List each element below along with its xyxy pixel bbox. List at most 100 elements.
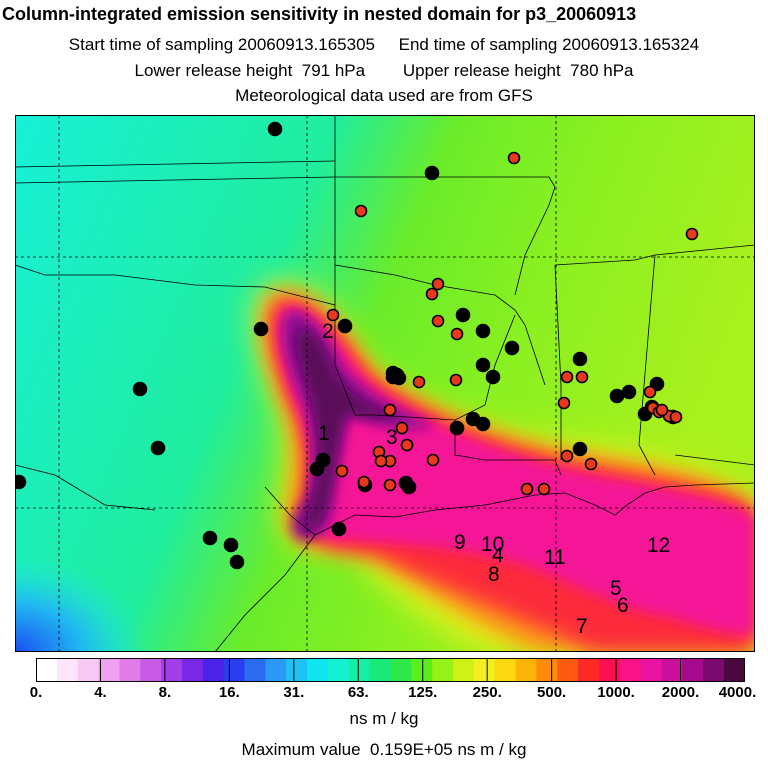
- colorbar-tick-label: 500.: [537, 684, 567, 701]
- colorbar-swatch: [536, 658, 558, 682]
- black-station-marker: [572, 351, 588, 367]
- colorbar-tick-label: 8.: [158, 684, 172, 701]
- colorbar: [36, 658, 745, 682]
- black-station-marker: [337, 318, 353, 334]
- colorbar-swatch: [390, 658, 412, 682]
- colorbar-tick-labels: 0. 4. 8. 16. 31. 63. 125. 250. 500. 1000. 2000. 400…: [0, 684, 768, 704]
- colorbar-swatch: [661, 658, 684, 682]
- colorbar-tick-label: 0.: [29, 684, 43, 701]
- colorbar-swatch: [181, 658, 204, 682]
- black-station-marker: [267, 121, 283, 137]
- red-station-marker: [537, 482, 551, 496]
- colorbar-swatch: [515, 658, 538, 682]
- colorbar-swatch: [77, 658, 100, 682]
- black-station-marker: [455, 307, 471, 323]
- red-station-marker: [395, 421, 409, 435]
- sensitivity-field: [255, 283, 755, 652]
- region-label-5: 5: [610, 577, 622, 600]
- red-station-marker: [425, 287, 439, 301]
- red-station-marker: [357, 475, 371, 489]
- colorbar-swatch: [244, 658, 266, 682]
- red-station-marker: [449, 373, 463, 387]
- red-station-marker: [507, 151, 521, 165]
- red-station-marker: [326, 308, 340, 322]
- region-label-9: 9: [454, 531, 466, 554]
- colorbar-tick-label: 4000.: [718, 684, 757, 701]
- black-station-marker: [485, 369, 501, 385]
- region-label-12: 12: [647, 534, 670, 557]
- region-label-6: 6: [617, 594, 629, 617]
- colorbar-swatches: [36, 658, 745, 682]
- colorbar-swatch: [119, 658, 141, 682]
- colorbar-swatch: [369, 658, 392, 682]
- colorbar-tick-label: 2000.: [661, 684, 700, 701]
- colorbar-tick-label: 4.: [94, 684, 107, 701]
- black-station-marker: [401, 479, 417, 495]
- colorbar-swatch: [161, 658, 183, 682]
- black-station-marker: [424, 165, 440, 181]
- colorbar-swatch: [307, 658, 329, 682]
- red-station-marker: [431, 314, 445, 328]
- black-station-marker: [253, 321, 269, 337]
- black-station-marker: [572, 441, 588, 457]
- colorbar-swatch: [599, 658, 621, 682]
- colorbar-swatch: [724, 658, 745, 682]
- colorbar-swatch: [223, 658, 246, 682]
- colorbar-swatch: [327, 658, 350, 682]
- colorbar-swatch: [265, 658, 287, 682]
- red-station-marker: [560, 370, 574, 384]
- colorbar-swatch: [98, 658, 121, 682]
- black-station-marker: [609, 388, 625, 404]
- region-label-11: 11: [544, 546, 566, 569]
- colorbar-swatch: [578, 658, 600, 682]
- colorbar-units: ns m / kg: [349, 709, 419, 728]
- colorbar-swatch: [619, 658, 642, 682]
- red-station-marker: [426, 453, 440, 467]
- red-station-marker: [575, 370, 589, 384]
- black-station-marker: [331, 521, 347, 537]
- red-station-marker: [412, 375, 426, 389]
- red-station-marker: [643, 385, 657, 399]
- sensitivity-map: 1 2 3 4 5 6 7 8 9 10 11 12: [15, 115, 755, 652]
- colorbar-tick-label: 125.: [408, 684, 438, 701]
- black-station-marker: [202, 530, 218, 546]
- black-station-marker: [475, 416, 491, 432]
- colorbar-tick-label: 250.: [472, 684, 502, 701]
- red-station-marker: [560, 449, 574, 463]
- chart-title: Column-integrated emission sensitivity i…: [2, 4, 637, 24]
- maximum-value-text: Maximum value 0.159E+05 ns m / kg: [241, 740, 527, 759]
- black-station-marker: [223, 537, 239, 553]
- red-station-marker: [669, 410, 683, 424]
- red-station-marker: [557, 396, 571, 410]
- red-station-marker: [655, 403, 669, 417]
- colorbar-swatch: [682, 658, 704, 682]
- black-station-marker: [229, 554, 245, 570]
- red-station-marker: [450, 327, 464, 341]
- colorbar-swatch: [703, 658, 725, 682]
- red-markers: [326, 151, 699, 496]
- sampling-time-line: Start time of sampling 20060913.165305 E…: [68, 35, 700, 54]
- colorbar-swatch: [140, 658, 162, 682]
- colorbar-swatch: [494, 658, 517, 682]
- colorbar-swatch: [411, 658, 433, 682]
- region-label-8: 8: [488, 563, 500, 586]
- red-station-marker: [374, 454, 388, 468]
- black-station-marker: [475, 323, 491, 339]
- colorbar-swatch: [640, 658, 663, 682]
- region-label-3: 3: [386, 426, 398, 449]
- colorbar-swatch: [36, 658, 58, 682]
- black-station-marker: [309, 461, 325, 477]
- region-label-4: 4: [492, 544, 504, 567]
- red-station-marker: [383, 403, 397, 417]
- colorbar-tick-label: 16.: [218, 684, 240, 701]
- red-station-marker: [584, 457, 598, 471]
- region-label-10: 10: [481, 533, 504, 556]
- black-station-marker: [389, 367, 405, 383]
- region-label-1: 1: [318, 422, 330, 445]
- region-label-2: 2: [322, 320, 334, 343]
- black-station-marker: [150, 440, 166, 456]
- red-station-marker: [354, 204, 368, 218]
- colorbar-tick-label: 63.: [347, 684, 369, 701]
- release-height-line: Lower release height 791 hPa Upper relea…: [134, 61, 634, 80]
- region-label-7: 7: [576, 615, 588, 638]
